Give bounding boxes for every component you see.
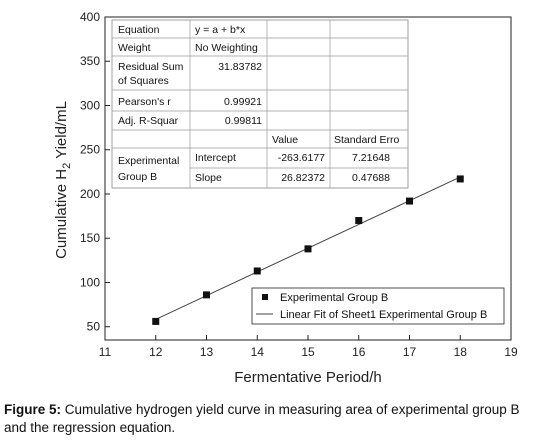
table-background [111, 19, 409, 189]
x-tick-label: 13 [200, 345, 214, 359]
data-point [406, 197, 413, 205]
stderr-column-header: Standard Erro [334, 134, 400, 146]
legend-series-label: Experimental Group B [280, 292, 388, 304]
data-point [355, 217, 363, 225]
y-axis-title-main: Cumulative H [53, 169, 70, 259]
y-axis-title: Cumulative H2 Yield/mL [53, 101, 73, 259]
group-label-line2: Group B [118, 171, 157, 183]
x-tick-label: 15 [301, 345, 315, 359]
x-axis-title: Fermentative Period/h [234, 369, 382, 386]
data-points [152, 175, 464, 325]
rss-value: 31.83782 [218, 61, 262, 73]
intercept-label: Intercept [195, 152, 236, 164]
y-tick-label: 250 [80, 143, 100, 157]
chart: 11 12 13 14 15 16 17 18 19 50 100 150 200 250 300 350 40… [53, 10, 518, 386]
y-axis-title-rest: Yield/mL [53, 101, 70, 163]
caption-text: Cumulative hydrogen yield curve in measu… [4, 402, 520, 435]
x-tick-label: 11 [99, 345, 112, 359]
equation-value: y = a + b*x [195, 24, 246, 36]
data-point [304, 245, 312, 253]
data-point [253, 267, 261, 275]
y-tick-label: 50 [87, 320, 101, 334]
rss-label-line2: of Squares [118, 75, 169, 87]
y-tick-label: 100 [80, 275, 100, 289]
weight-label: Weight [118, 42, 151, 54]
legend-box [251, 287, 505, 325]
y-tick-label: 200 [80, 187, 100, 201]
adj-r-square-value: 0.99811 [225, 115, 262, 127]
legend-square-marker [262, 294, 268, 300]
slope-stderr: 0.47688 [352, 172, 390, 184]
rss-label-line1: Residual Sum [118, 61, 184, 73]
y-tick-label: 400 [80, 10, 100, 24]
x-tick-label: 12 [149, 345, 163, 359]
value-column-header: Value [272, 134, 298, 146]
equation-label: Equation [118, 24, 160, 36]
x-tick-label: 16 [352, 345, 366, 359]
y-axis-title-subscript: 2 [61, 163, 73, 169]
axis-ticks: 11 12 13 14 15 16 17 18 19 50 100 150 200 250 300 350 40… [80, 10, 518, 359]
y-tick-label: 350 [80, 54, 100, 68]
figure-caption: Figure 5: Cumulative hydrogen yield curv… [4, 401, 540, 437]
data-point [152, 317, 160, 325]
group-label-line1: Experimental [118, 155, 179, 167]
y-tick-label: 150 [80, 231, 100, 245]
x-tick-label: 14 [251, 345, 265, 359]
x-tick-label: 19 [504, 345, 518, 359]
regression-table: Equation y = a + b*x Weight No Weighting… [111, 19, 409, 189]
data-point [203, 291, 210, 299]
weight-value: No Weighting [195, 42, 258, 54]
adj-r-square-label: Adj. R-Squar [118, 115, 179, 127]
y-tick-label: 300 [80, 98, 100, 112]
intercept-value: -263.6177 [278, 152, 325, 164]
slope-label: Slope [195, 172, 222, 184]
x-tick-label: 17 [403, 345, 417, 359]
intercept-stderr: 7.21648 [352, 152, 390, 164]
slope-value: 26.82372 [281, 172, 325, 184]
caption-label: Figure 5: [4, 402, 62, 417]
pearson-value: 0.99921 [224, 96, 262, 108]
data-point [456, 175, 464, 183]
x-tick-label: 18 [454, 345, 468, 359]
legend: Experimental Group B Linear Fit of Sheet… [251, 287, 505, 325]
legend-fit-label: Linear Fit of Sheet1 Experimental Group … [280, 309, 487, 321]
pearson-label: Pearson's r [118, 96, 171, 108]
